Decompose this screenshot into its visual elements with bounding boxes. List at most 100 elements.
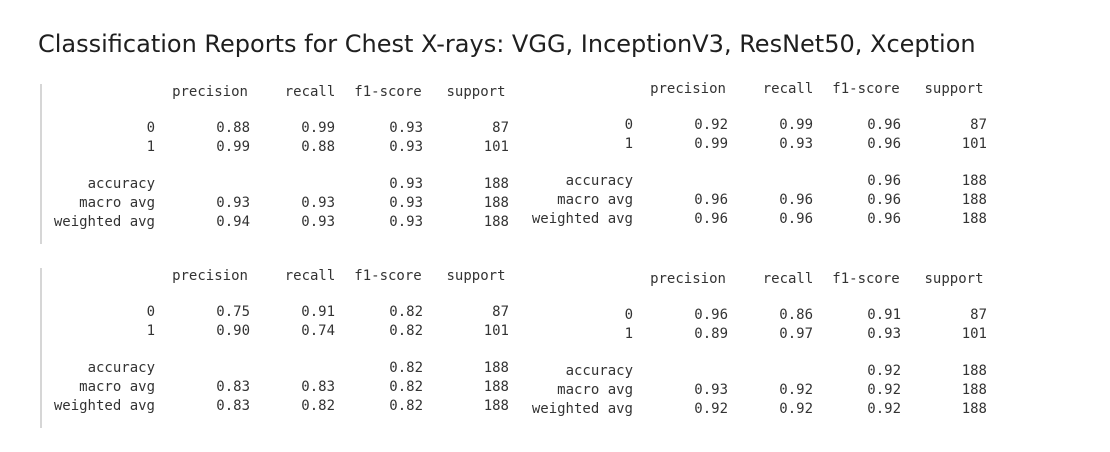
precision-value: 0.92 bbox=[694, 117, 728, 133]
f1-score-value: 0.93 bbox=[389, 176, 423, 192]
support-value: 101 bbox=[483, 139, 509, 155]
f1-score-value: 0.93 bbox=[389, 139, 423, 155]
row-label: macro avg bbox=[557, 382, 633, 398]
precision-header: precision bbox=[650, 81, 726, 97]
support-value: 188 bbox=[483, 214, 509, 230]
precision-header: precision bbox=[172, 268, 248, 284]
recall-value: 0.96 bbox=[779, 192, 813, 208]
support-value: 101 bbox=[483, 323, 509, 339]
precision-value: 0.93 bbox=[694, 382, 728, 398]
support-value: 101 bbox=[961, 326, 987, 342]
row-label: 1 bbox=[624, 326, 633, 342]
support-header: support bbox=[446, 84, 506, 100]
f1-score-value: 0.96 bbox=[867, 211, 901, 227]
precision-value: 0.96 bbox=[694, 192, 728, 208]
support-value: 87 bbox=[492, 304, 509, 320]
recall-value: 0.93 bbox=[301, 214, 335, 230]
recall-value: 0.74 bbox=[301, 323, 335, 339]
precision-value: 0.99 bbox=[216, 139, 250, 155]
f1-score-value: 0.93 bbox=[389, 214, 423, 230]
support-value: 101 bbox=[961, 136, 987, 152]
precision-header: precision bbox=[650, 271, 726, 287]
support-value: 87 bbox=[970, 117, 987, 133]
report-inceptionv3: precision recall f1-score support 0 0.92 0.99 0… bbox=[520, 81, 1000, 241]
f1-score-value: 0.82 bbox=[389, 304, 423, 320]
f1-score-value: 0.91 bbox=[867, 307, 901, 323]
f1-score-value: 0.82 bbox=[389, 360, 423, 376]
f1-score-header: f1-score bbox=[832, 271, 900, 287]
f1-score-value: 0.82 bbox=[389, 323, 423, 339]
precision-value: 0.96 bbox=[694, 307, 728, 323]
row-label: 0 bbox=[146, 304, 155, 320]
recall-value: 0.88 bbox=[301, 139, 335, 155]
recall-value: 0.92 bbox=[779, 382, 813, 398]
recall-value: 0.96 bbox=[779, 211, 813, 227]
row-label: accuracy bbox=[565, 173, 633, 189]
page-title: Classification Reports for Chest X-rays:… bbox=[38, 30, 976, 58]
row-label: 1 bbox=[146, 139, 155, 155]
row-label: weighted avg bbox=[53, 214, 155, 230]
row-label: macro avg bbox=[79, 195, 155, 211]
support-value: 188 bbox=[483, 195, 509, 211]
recall-header: recall bbox=[762, 81, 814, 97]
f1-score-value: 0.96 bbox=[867, 192, 901, 208]
row-label: 1 bbox=[146, 323, 155, 339]
f1-score-value: 0.82 bbox=[389, 398, 423, 414]
support-value: 188 bbox=[961, 382, 987, 398]
precision-value: 0.75 bbox=[216, 304, 250, 320]
support-value: 188 bbox=[961, 211, 987, 227]
recall-value: 0.99 bbox=[301, 120, 335, 136]
f1-score-value: 0.93 bbox=[389, 120, 423, 136]
precision-value: 0.89 bbox=[694, 326, 728, 342]
f1-score-value: 0.92 bbox=[867, 363, 901, 379]
f1-score-value: 0.92 bbox=[867, 382, 901, 398]
precision-value: 0.99 bbox=[694, 136, 728, 152]
precision-value: 0.88 bbox=[216, 120, 250, 136]
recall-value: 0.93 bbox=[779, 136, 813, 152]
report-resnet50: precision recall f1-score support 0 0.75 0.91 0… bbox=[40, 268, 522, 428]
row-label: macro avg bbox=[557, 192, 633, 208]
support-value: 188 bbox=[961, 401, 987, 417]
precision-value: 0.90 bbox=[216, 323, 250, 339]
recall-header: recall bbox=[762, 271, 814, 287]
report-vgg: precision recall f1-score support 0 0.88 0.99 0… bbox=[40, 84, 522, 244]
row-label: 0 bbox=[624, 307, 633, 323]
row-label: 0 bbox=[146, 120, 155, 136]
precision-value: 0.83 bbox=[216, 398, 250, 414]
f1-score-value: 0.96 bbox=[867, 136, 901, 152]
report-xception: precision recall f1-score support 0 0.96 0.86 0… bbox=[520, 271, 1000, 431]
recall-value: 0.92 bbox=[779, 401, 813, 417]
recall-value: 0.86 bbox=[779, 307, 813, 323]
support-header: support bbox=[924, 81, 984, 97]
recall-header: recall bbox=[284, 84, 336, 100]
f1-score-header: f1-score bbox=[354, 84, 422, 100]
precision-value: 0.93 bbox=[216, 195, 250, 211]
f1-score-header: f1-score bbox=[832, 81, 900, 97]
precision-value: 0.92 bbox=[694, 401, 728, 417]
f1-score-value: 0.96 bbox=[867, 117, 901, 133]
support-header: support bbox=[924, 271, 984, 287]
row-label: weighted avg bbox=[531, 401, 633, 417]
precision-value: 0.94 bbox=[216, 214, 250, 230]
recall-value: 0.99 bbox=[779, 117, 813, 133]
recall-header: recall bbox=[284, 268, 336, 284]
support-value: 188 bbox=[961, 363, 987, 379]
recall-value: 0.83 bbox=[301, 379, 335, 395]
support-value: 188 bbox=[483, 379, 509, 395]
row-label: macro avg bbox=[79, 379, 155, 395]
f1-score-value: 0.93 bbox=[867, 326, 901, 342]
support-value: 188 bbox=[483, 360, 509, 376]
recall-value: 0.82 bbox=[301, 398, 335, 414]
f1-score-value: 0.96 bbox=[867, 173, 901, 189]
row-label: 0 bbox=[624, 117, 633, 133]
support-value: 188 bbox=[961, 192, 987, 208]
support-value: 188 bbox=[483, 176, 509, 192]
recall-value: 0.93 bbox=[301, 195, 335, 211]
f1-score-header: f1-score bbox=[354, 268, 422, 284]
support-value: 188 bbox=[961, 173, 987, 189]
support-value: 87 bbox=[970, 307, 987, 323]
precision-value: 0.83 bbox=[216, 379, 250, 395]
support-value: 188 bbox=[483, 398, 509, 414]
row-label: accuracy bbox=[565, 363, 633, 379]
support-header: support bbox=[446, 268, 506, 284]
